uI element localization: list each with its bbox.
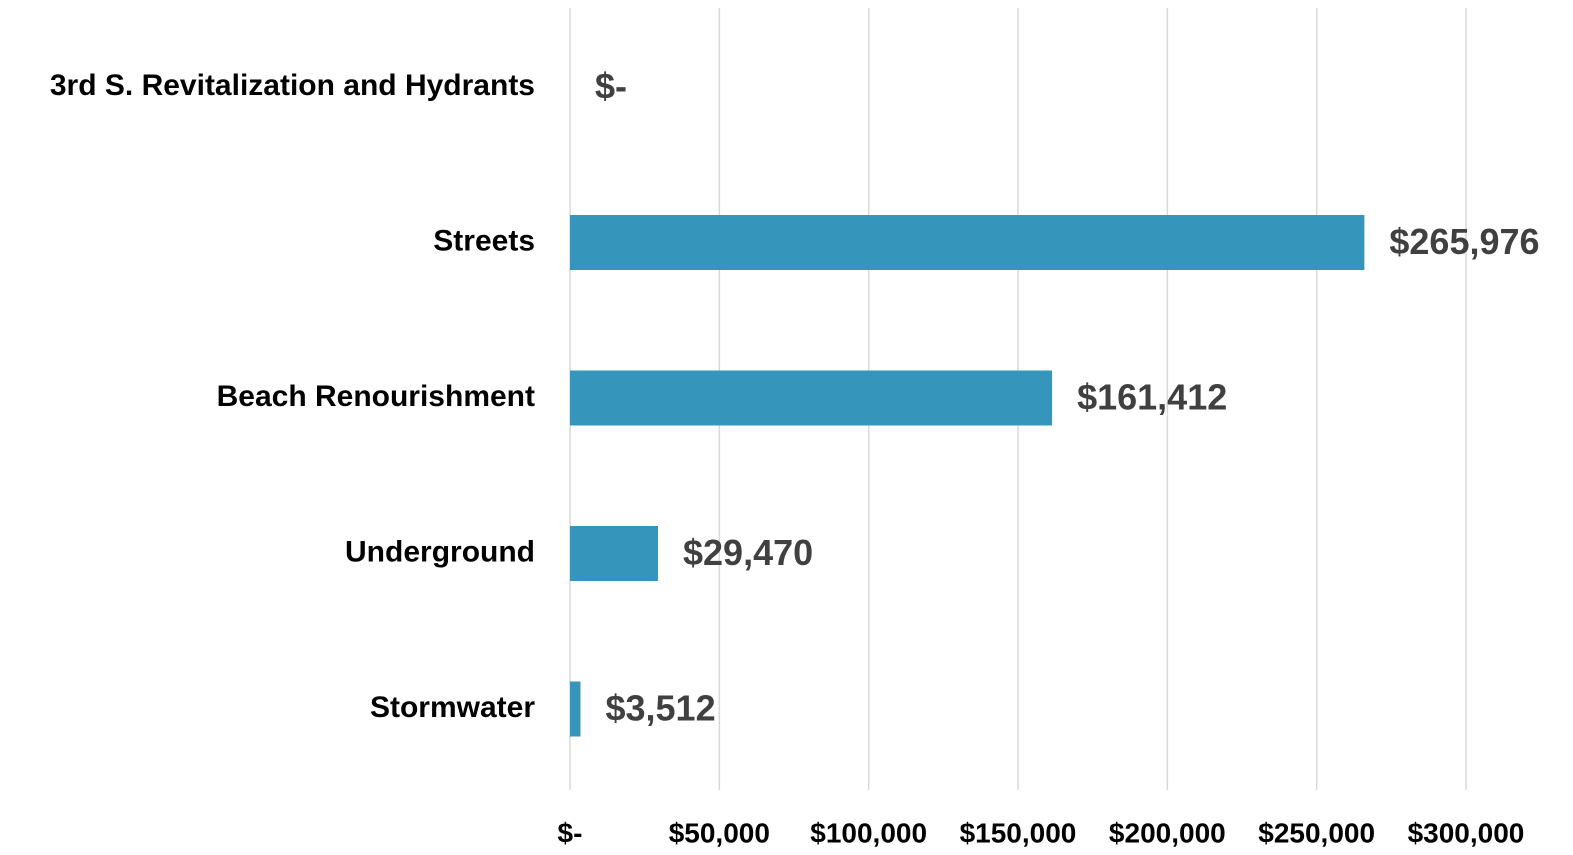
value-label: $3,512	[605, 688, 715, 729]
x-tick-label: $100,000	[810, 817, 927, 848]
x-tick-label: $200,000	[1109, 817, 1226, 848]
category-label: Stormwater	[370, 691, 535, 724]
value-label: $29,470	[683, 532, 813, 573]
value-label: $161,412	[1077, 377, 1227, 418]
bar	[570, 681, 581, 737]
value-label: $265,976	[1389, 221, 1539, 262]
bar	[570, 215, 1365, 270]
bar	[570, 370, 1053, 426]
x-tick-label: $50,000	[669, 817, 770, 848]
category-label: Streets	[433, 224, 535, 257]
x-tick-label: $-	[558, 817, 583, 848]
bar	[570, 526, 659, 581]
x-tick-label: $300,000	[1408, 817, 1525, 848]
x-tick-label: $250,000	[1258, 817, 1375, 848]
value-label: $-	[595, 66, 627, 107]
category-label: 3rd S. Revitalization and Hydrants	[50, 69, 535, 102]
x-tick-label: $150,000	[960, 817, 1077, 848]
category-label: Underground	[345, 535, 535, 568]
category-label: Beach Renourishment	[217, 380, 535, 413]
